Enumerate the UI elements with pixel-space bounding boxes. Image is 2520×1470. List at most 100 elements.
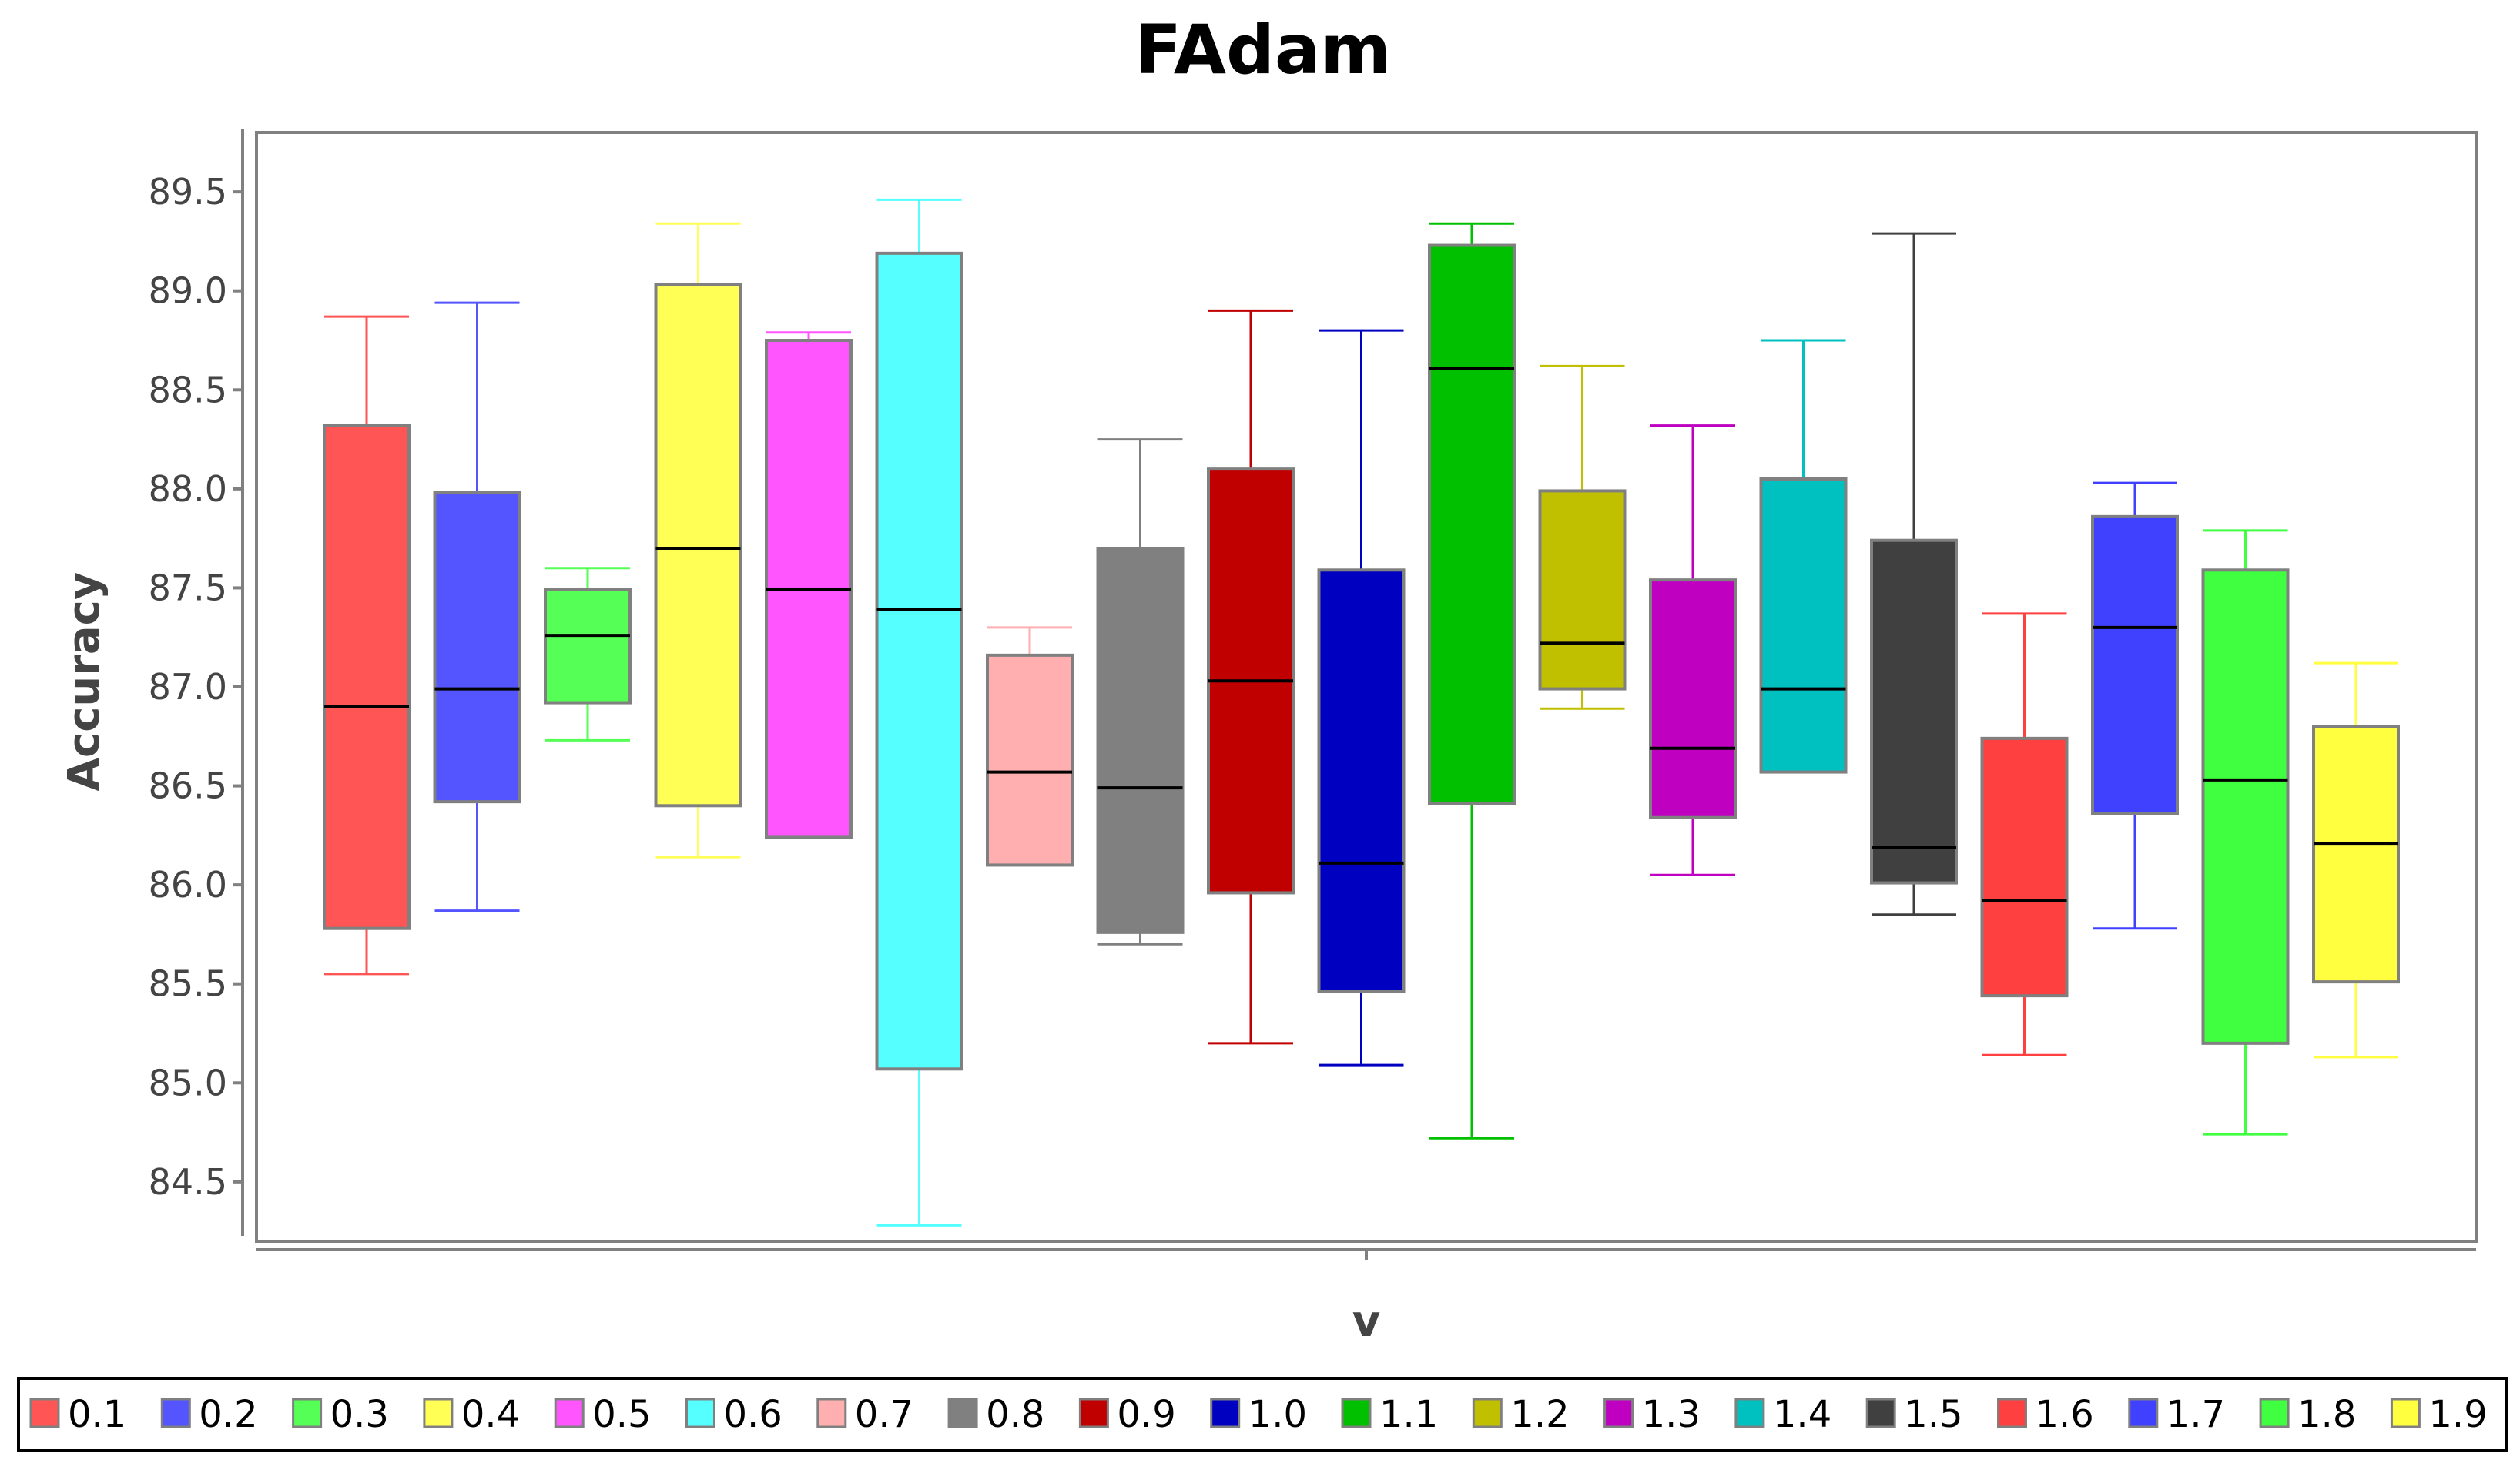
legend-label: 1.9: [2428, 1393, 2487, 1436]
legend-item-0.1: 0.1: [29, 1393, 126, 1436]
legend-label: 0.7: [855, 1393, 913, 1436]
iqr-box: [1096, 547, 1185, 934]
boxes-group: [323, 198, 2400, 1227]
legend-swatch: [1078, 1398, 1109, 1428]
legend-label: 1.8: [2297, 1393, 2356, 1436]
legend-item-1.0: 1.0: [1210, 1393, 1307, 1436]
box-series-0.7: [986, 626, 1074, 867]
legend-label: 0.3: [330, 1393, 389, 1436]
iqr-box: [1980, 736, 2069, 998]
box-series-0.9: [1207, 309, 1295, 1045]
legend-item-1.8: 1.8: [2259, 1393, 2356, 1436]
legend-swatch: [947, 1398, 978, 1428]
legend-item-0.6: 0.6: [685, 1393, 782, 1436]
box-series-1.2: [1538, 364, 1627, 710]
box-series-1.8: [2201, 529, 2290, 1136]
legend-item-1.5: 1.5: [1865, 1393, 1963, 1436]
legend-items-group: 0.1 0.2 0.3 0.4 0.5 0.6 0.7 0.8 0.9 1.0 1.1 1.2 1.3 1…: [29, 1393, 2488, 1436]
legend-item-0.8: 0.8: [947, 1393, 1044, 1436]
legend-swatch: [292, 1398, 323, 1428]
legend-item-1.9: 1.9: [2390, 1393, 2488, 1436]
iqr-box: [1870, 538, 1958, 885]
box-series-1.0: [1317, 329, 1406, 1067]
legend-label: 0.6: [724, 1393, 782, 1436]
legend-swatch: [2390, 1398, 2421, 1428]
legend-label: 1.4: [1773, 1393, 1831, 1436]
box-series-0.6: [875, 198, 963, 1227]
y-ticks-group: 84.5 85.0 85.5 86.0 86.5 87.0 87.5 88.0 88.5 89.0…: [149, 171, 243, 1203]
y-tick-label: 84.5: [149, 1161, 227, 1203]
legend-label: 0.9: [1117, 1393, 1175, 1436]
legend-item-1.4: 1.4: [1734, 1393, 1831, 1436]
iqr-box: [433, 491, 521, 804]
iqr-box: [2091, 514, 2179, 815]
legend-swatch: [1472, 1398, 1503, 1428]
y-tick-label: 87.0: [149, 666, 227, 708]
legend-label: 1.3: [1642, 1393, 1701, 1436]
legend-swatch: [816, 1398, 847, 1428]
plot-frame: [255, 131, 2478, 1243]
y-tick-label: 85.5: [149, 963, 227, 1005]
legend-swatch: [1603, 1398, 1634, 1428]
legend-label: 1.0: [1248, 1393, 1307, 1436]
legend-label: 0.5: [592, 1393, 651, 1436]
box-series-0.4: [654, 222, 742, 859]
legend-item-1.6: 1.6: [1997, 1393, 2094, 1436]
legend-label: 1.5: [1904, 1393, 1962, 1436]
legend-swatch: [29, 1398, 60, 1428]
legend-swatch: [1734, 1398, 1765, 1428]
box-series-0.3: [544, 567, 632, 742]
legend-label: 0.2: [199, 1393, 257, 1436]
y-tick-label: 85.0: [149, 1062, 227, 1103]
iqr-box: [1538, 489, 1627, 691]
legend-item-0.5: 0.5: [554, 1393, 652, 1436]
box-series-0.8: [1096, 438, 1185, 946]
legend-item-1.1: 1.1: [1341, 1393, 1438, 1436]
x-axis-label: v: [1352, 1297, 1381, 1347]
iqr-box: [2312, 725, 2400, 984]
y-axis-label: Accuracy: [59, 572, 109, 792]
legend-label: 1.2: [1510, 1393, 1569, 1436]
box-series-0.2: [433, 301, 521, 912]
box-series-1.9: [2312, 661, 2400, 1059]
legend-item-0.9: 0.9: [1078, 1393, 1176, 1436]
box-series-0.1: [323, 315, 411, 976]
legend-swatch: [554, 1398, 585, 1428]
legend-item-0.3: 0.3: [292, 1393, 389, 1436]
y-tick-label: 88.0: [149, 468, 227, 510]
legend-swatch: [423, 1398, 454, 1428]
legend-item-0.7: 0.7: [816, 1393, 913, 1436]
iqr-box: [1428, 243, 1516, 805]
iqr-box: [1759, 477, 1848, 774]
y-tick-label: 87.5: [149, 567, 227, 608]
legend-item-0.4: 0.4: [423, 1393, 520, 1436]
chart-title: FAdam: [1135, 10, 1391, 89]
box-series-1.7: [2091, 481, 2179, 930]
iqr-box: [323, 424, 411, 930]
legend-item-1.2: 1.2: [1472, 1393, 1570, 1436]
iqr-box: [1649, 578, 1737, 819]
box-series-1.1: [1428, 222, 1516, 1140]
legend-item-1.7: 1.7: [2128, 1393, 2225, 1436]
legend-item-0.2: 0.2: [160, 1393, 258, 1436]
legend-label: 1.7: [2166, 1393, 2225, 1436]
iqr-box: [2201, 568, 2290, 1045]
y-tick-label: 88.5: [149, 369, 227, 410]
legend-swatch: [2259, 1398, 2290, 1428]
y-tick-label: 89.5: [149, 171, 227, 213]
legend-swatch: [160, 1398, 191, 1428]
box-series-1.6: [1980, 612, 2069, 1056]
legend-swatch: [2128, 1398, 2159, 1428]
legend-swatch: [1210, 1398, 1241, 1428]
iqr-box: [875, 251, 963, 1071]
y-tick-label: 86.5: [149, 765, 227, 807]
legend-swatch: [1865, 1398, 1896, 1428]
box-series-0.5: [765, 331, 853, 839]
box-series-1.3: [1649, 424, 1737, 876]
iqr-box: [986, 653, 1074, 867]
legend-label: 0.1: [68, 1393, 126, 1436]
y-tick-label: 89.0: [149, 270, 227, 312]
legend-label: 0.4: [461, 1393, 520, 1436]
